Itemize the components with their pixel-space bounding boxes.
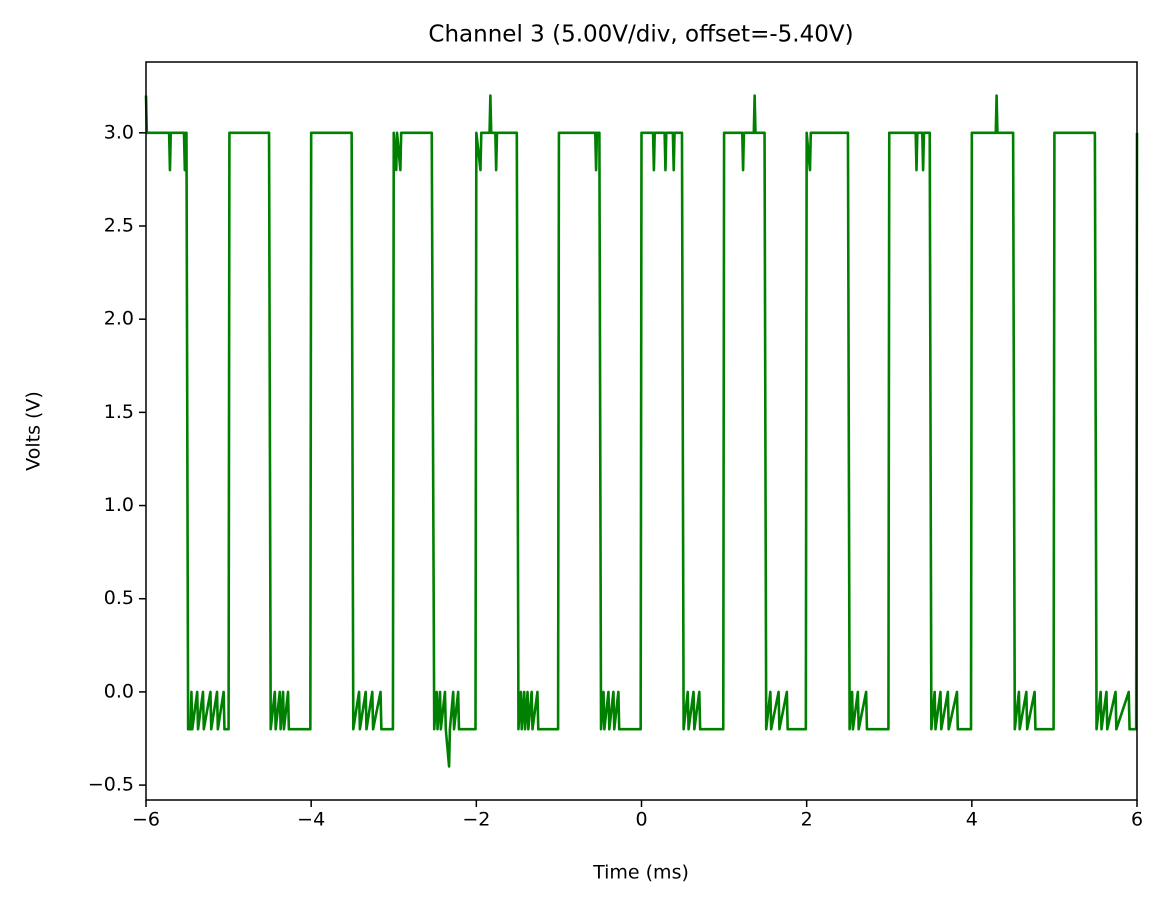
- x-tick-label: −2: [462, 809, 490, 831]
- y-tick-label: 1.0: [104, 494, 134, 516]
- y-axis-label: Volts (V): [23, 391, 45, 471]
- signal-line: [144, 94, 1139, 768]
- x-tick-label: 0: [635, 809, 647, 831]
- y-tick-label: 0.5: [104, 587, 134, 609]
- x-axis-label: Time (ms): [592, 862, 689, 884]
- x-tick-label: −4: [297, 809, 325, 831]
- x-tick-label: 2: [801, 809, 813, 831]
- y-tick-label: 2.0: [104, 308, 134, 330]
- x-tick-label: −6: [132, 809, 160, 831]
- y-tick-label: 3.0: [104, 121, 134, 143]
- x-tick-label: 4: [966, 809, 978, 831]
- y-tick-label: 2.5: [104, 215, 134, 237]
- y-tick-label: 1.5: [104, 401, 134, 423]
- y-tick-label: −0.5: [88, 774, 134, 796]
- y-tick-label: 0.0: [104, 680, 134, 702]
- chart-title: Channel 3 (5.00V/div, offset=-5.40V): [428, 22, 853, 48]
- x-tick-label: 6: [1131, 809, 1143, 831]
